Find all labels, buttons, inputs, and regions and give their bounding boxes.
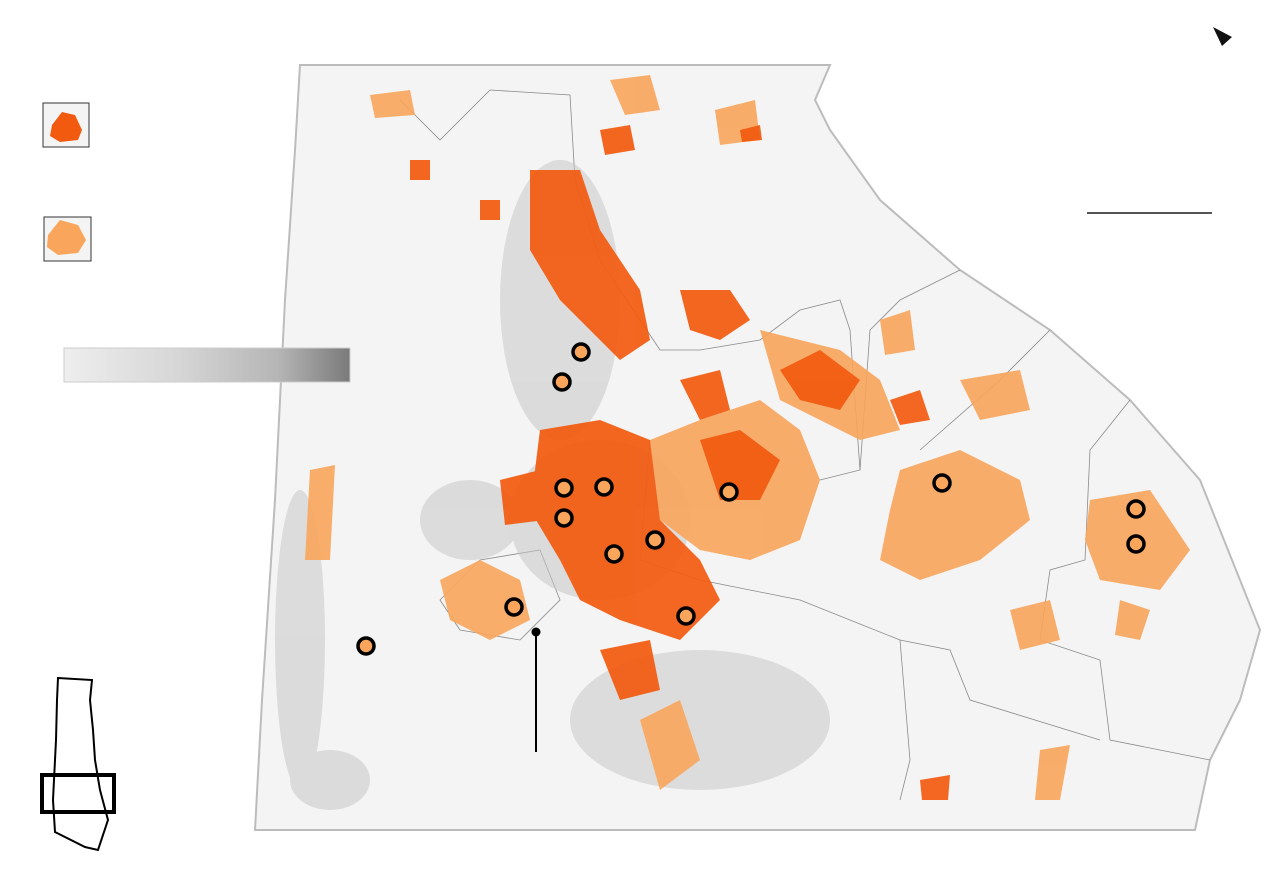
damage-dark xyxy=(410,125,950,800)
legend xyxy=(42,102,351,383)
damage-light xyxy=(305,75,1190,800)
locator-map xyxy=(40,676,116,852)
north-arrow xyxy=(1213,27,1232,46)
markers xyxy=(356,342,1146,656)
callout xyxy=(531,627,541,752)
